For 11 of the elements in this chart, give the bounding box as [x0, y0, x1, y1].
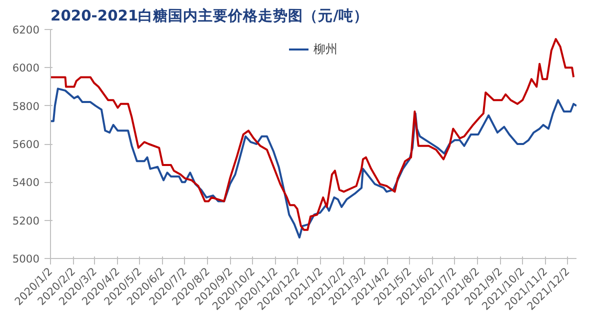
- y-tick-label: 5800: [12, 100, 40, 113]
- line-series: [50, 38, 575, 231]
- y-tick-label: 5600: [12, 138, 40, 151]
- legend-label: 柳州: [314, 40, 338, 58]
- y-tick-label: 5000: [12, 252, 40, 266]
- line-series: [50, 88, 576, 239]
- chart-title: 2020-2021白糖国内主要价格走势图（元/吨）: [50, 6, 369, 24]
- y-tick-label: 6000: [12, 62, 40, 75]
- y-tick-label: 6200: [12, 24, 40, 36]
- y-tick-label: 5400: [12, 176, 40, 190]
- y-tick-label: 5200: [12, 214, 40, 228]
